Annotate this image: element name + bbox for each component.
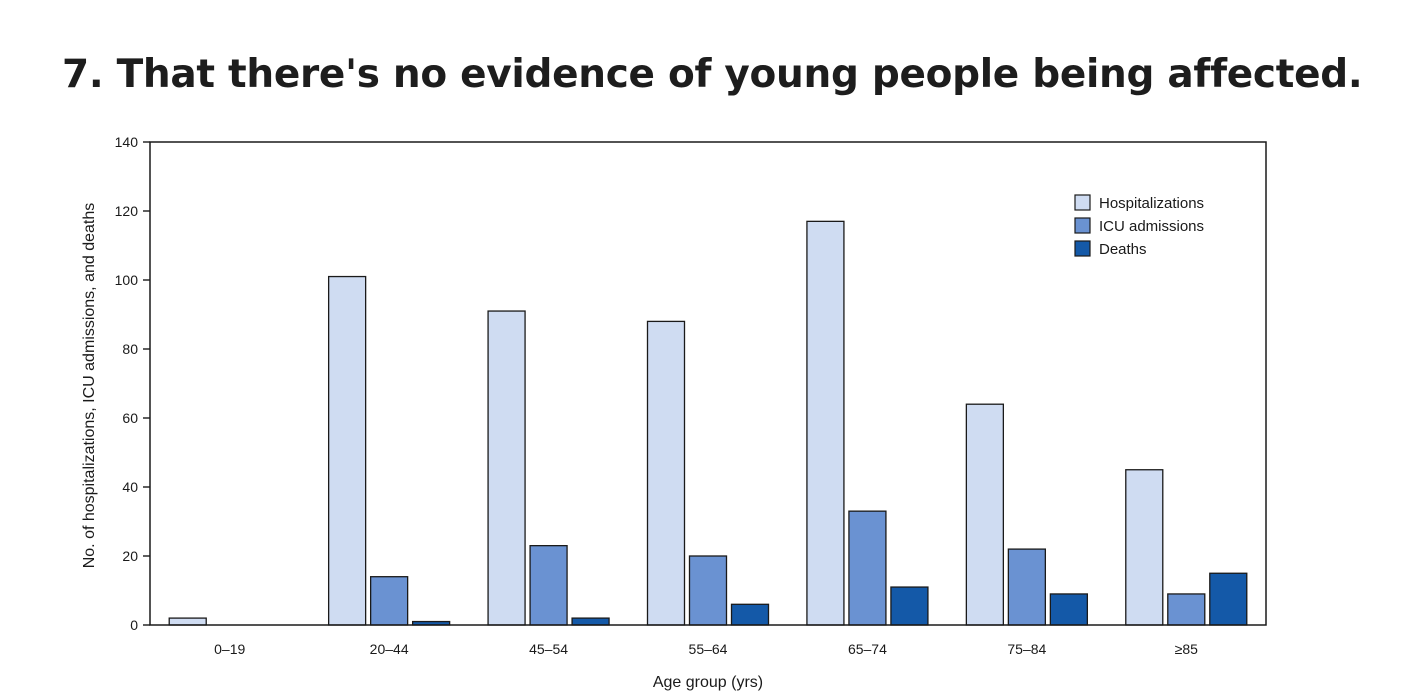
bar-hospitalizations-0 xyxy=(168,617,207,626)
bar-deaths-3 xyxy=(730,603,770,626)
bar-hospitalizations-6 xyxy=(1125,469,1164,626)
bar-hospitalizations-2 xyxy=(487,310,526,626)
x-tick-label: 75–84 xyxy=(1007,641,1046,657)
y-tick-label: 0 xyxy=(130,617,138,633)
legend-label: ICU admissions xyxy=(1099,218,1204,235)
y-tick-label: 40 xyxy=(122,479,138,495)
y-tick-label: 140 xyxy=(115,134,139,150)
x-tick-label: 55–64 xyxy=(689,641,728,657)
bar-icu-admissions-1 xyxy=(369,576,409,626)
x-axis-title: Age group (yrs) xyxy=(653,674,763,691)
bar-hospitalizations-1 xyxy=(327,275,367,626)
y-tick-label: 20 xyxy=(122,548,138,564)
bar-icu-admissions-4 xyxy=(848,510,887,626)
y-tick-label: 120 xyxy=(115,203,139,219)
bar-hospitalizations-5 xyxy=(965,403,1005,626)
bars-group xyxy=(168,220,1248,626)
y-tick-label: 60 xyxy=(122,410,138,426)
bar-deaths-4 xyxy=(890,586,929,626)
y-axis-title: No. of hospitalizations, ICU admissions,… xyxy=(81,203,98,569)
chart-legend: Hospitalizations ICU admissions Deaths xyxy=(1074,194,1204,258)
legend-label: Hospitalizations xyxy=(1099,195,1204,212)
bar-hospitalizations-4 xyxy=(806,220,845,626)
page-headline: 7. That there's no evidence of young peo… xyxy=(62,52,1363,97)
bar-deaths-6 xyxy=(1209,572,1248,626)
x-tick-label: 20–44 xyxy=(370,641,409,657)
bar-deaths-2 xyxy=(571,617,610,626)
y-tick-label: 100 xyxy=(115,272,139,288)
legend-swatch xyxy=(1074,194,1091,211)
bar-icu-admissions-2 xyxy=(529,545,568,626)
x-tick-label: 0–19 xyxy=(214,641,245,657)
bar-icu-admissions-6 xyxy=(1167,593,1206,626)
bar-hospitalizations-3 xyxy=(646,320,686,626)
legend-swatch xyxy=(1074,217,1091,234)
legend-swatch xyxy=(1074,240,1091,257)
bar-icu-admissions-5 xyxy=(1007,548,1047,626)
plot-frame xyxy=(149,141,1267,626)
bar-deaths-5 xyxy=(1049,593,1089,626)
legend-label: Deaths xyxy=(1099,241,1147,258)
y-tick-label: 80 xyxy=(122,341,138,357)
x-axis: 0–19 20–44 45–54 55–64 65–74 75–84 ≥85 xyxy=(214,641,1198,657)
bar-icu-admissions-3 xyxy=(688,555,728,626)
x-tick-label: 45–54 xyxy=(529,641,568,657)
x-tick-label: ≥85 xyxy=(1175,641,1198,657)
x-tick-label: 65–74 xyxy=(848,641,887,657)
y-axis: 0 20 40 60 80 100 120 140 xyxy=(115,134,150,633)
